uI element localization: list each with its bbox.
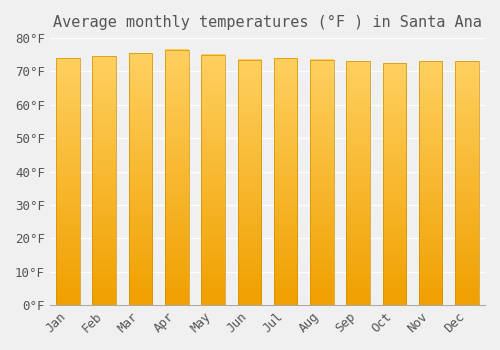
Bar	[202, 55, 225, 305]
Bar	[455, 62, 478, 305]
Bar	[310, 60, 334, 305]
Bar	[419, 62, 442, 305]
Bar	[346, 62, 370, 305]
Title: Average monthly temperatures (°F ) in Santa Ana: Average monthly temperatures (°F ) in Sa…	[53, 15, 482, 30]
Bar	[128, 53, 152, 305]
Bar	[274, 58, 297, 305]
Bar	[92, 56, 116, 305]
Bar	[382, 63, 406, 305]
Bar	[56, 58, 80, 305]
Bar	[165, 50, 188, 305]
Bar	[238, 60, 261, 305]
